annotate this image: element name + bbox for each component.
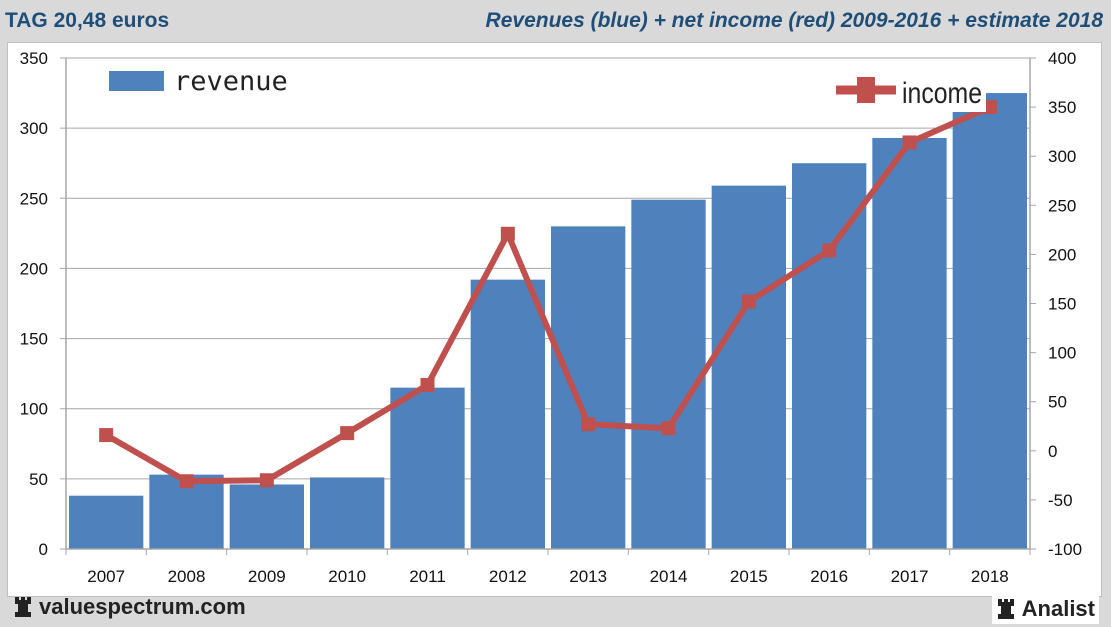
x-tick-label: 2008 [168,567,206,586]
x-tick-label: 2010 [328,567,366,586]
income-point-2012 [500,226,515,241]
rook-icon [997,599,1014,619]
left-tick-label: 350 [20,49,48,68]
income-point-2010 [340,426,355,441]
left-tick-label: 50 [29,470,48,489]
right-tick-label: 50 [1048,393,1067,412]
revenue-bar-2007 [69,495,144,549]
income-line-path [104,104,992,485]
revenue-bars [69,93,1027,550]
left-tick-label: 200 [20,259,48,278]
legend: revenue income [109,66,986,112]
right-tick-label: -50 [1048,491,1073,510]
right-tick-label: 0 [1048,442,1057,461]
x-tick-label: 2007 [87,567,125,586]
footer-brand: Analist [991,594,1099,624]
income-legend-label: income [902,77,982,110]
x-tick-label: 2015 [730,567,768,586]
rook-icon [15,597,31,617]
x-axis-ticks: 2007 2008 2009 2010 2011 2012 2013 2014 2015 2016… [65,549,1031,586]
right-axis-ticks: -100 -50 0 50 100 150 200 250 300 350 400 [1030,49,1082,559]
revenue-bar-2016 [792,163,867,549]
x-tick-label: 2016 [810,567,848,586]
revenue-legend-swatch [109,71,164,91]
chart-subtitle: Revenues (blue) + net income (red) 2009-… [485,9,1103,32]
right-tick-label: 350 [1048,98,1076,117]
left-tick-label: 0 [39,540,48,559]
income-point-2017 [902,135,917,150]
income-point-2008 [179,474,194,489]
x-tick-label: 2012 [489,567,527,586]
right-tick-label: 300 [1048,147,1076,166]
left-tick-label: 300 [20,119,48,138]
income-point-2013 [581,417,596,432]
revenue-bar-2012 [470,279,545,549]
revenue-bar-2009 [229,484,304,549]
x-tick-label: 2014 [650,567,688,586]
x-tick-label: 2017 [891,567,929,586]
revenue-bar-2010 [310,477,385,549]
income-point-2007 [99,428,114,443]
revenue-bar-2018 [952,93,1027,550]
income-legend-marker [857,77,875,103]
x-tick-label: 2011 [409,567,446,586]
right-tick-label: 100 [1048,344,1076,363]
revenue-bar-2011 [390,387,465,549]
right-tick-label: 250 [1048,196,1076,215]
x-tick-label: 2013 [569,567,607,586]
income-point-2015 [741,294,756,309]
income-point-2014 [661,421,676,436]
brand-label: Analist [1021,596,1095,621]
site-label: valuespectrum.com [39,594,246,619]
income-point-2018 [982,100,997,115]
right-tick-label: 150 [1048,295,1076,314]
income-point-2016 [822,243,837,258]
right-tick-label: -100 [1048,540,1082,559]
revenue-legend-label: revenue [174,66,288,97]
revenue-bar-2014 [631,199,706,549]
footer-site: valuespectrum.com [13,594,246,620]
revenue-bar-2013 [551,226,626,550]
income-line [99,100,997,489]
page-title: TAG 20,48 euros [5,9,170,32]
income-point-2009 [259,473,274,488]
income-point-2011 [420,378,435,393]
left-tick-label: 150 [20,330,48,349]
left-axis-ticks: 0 50 100 150 200 250 300 350 [20,49,66,559]
x-tick-label: 2018 [971,567,1009,586]
revenue-bar-2017 [872,137,947,549]
right-tick-label: 400 [1048,49,1076,68]
left-tick-label: 250 [20,189,48,208]
revenue-bar-2015 [711,185,786,549]
left-tick-label: 100 [20,400,48,419]
x-tick-label: 2009 [248,567,286,586]
right-tick-label: 200 [1048,245,1076,264]
